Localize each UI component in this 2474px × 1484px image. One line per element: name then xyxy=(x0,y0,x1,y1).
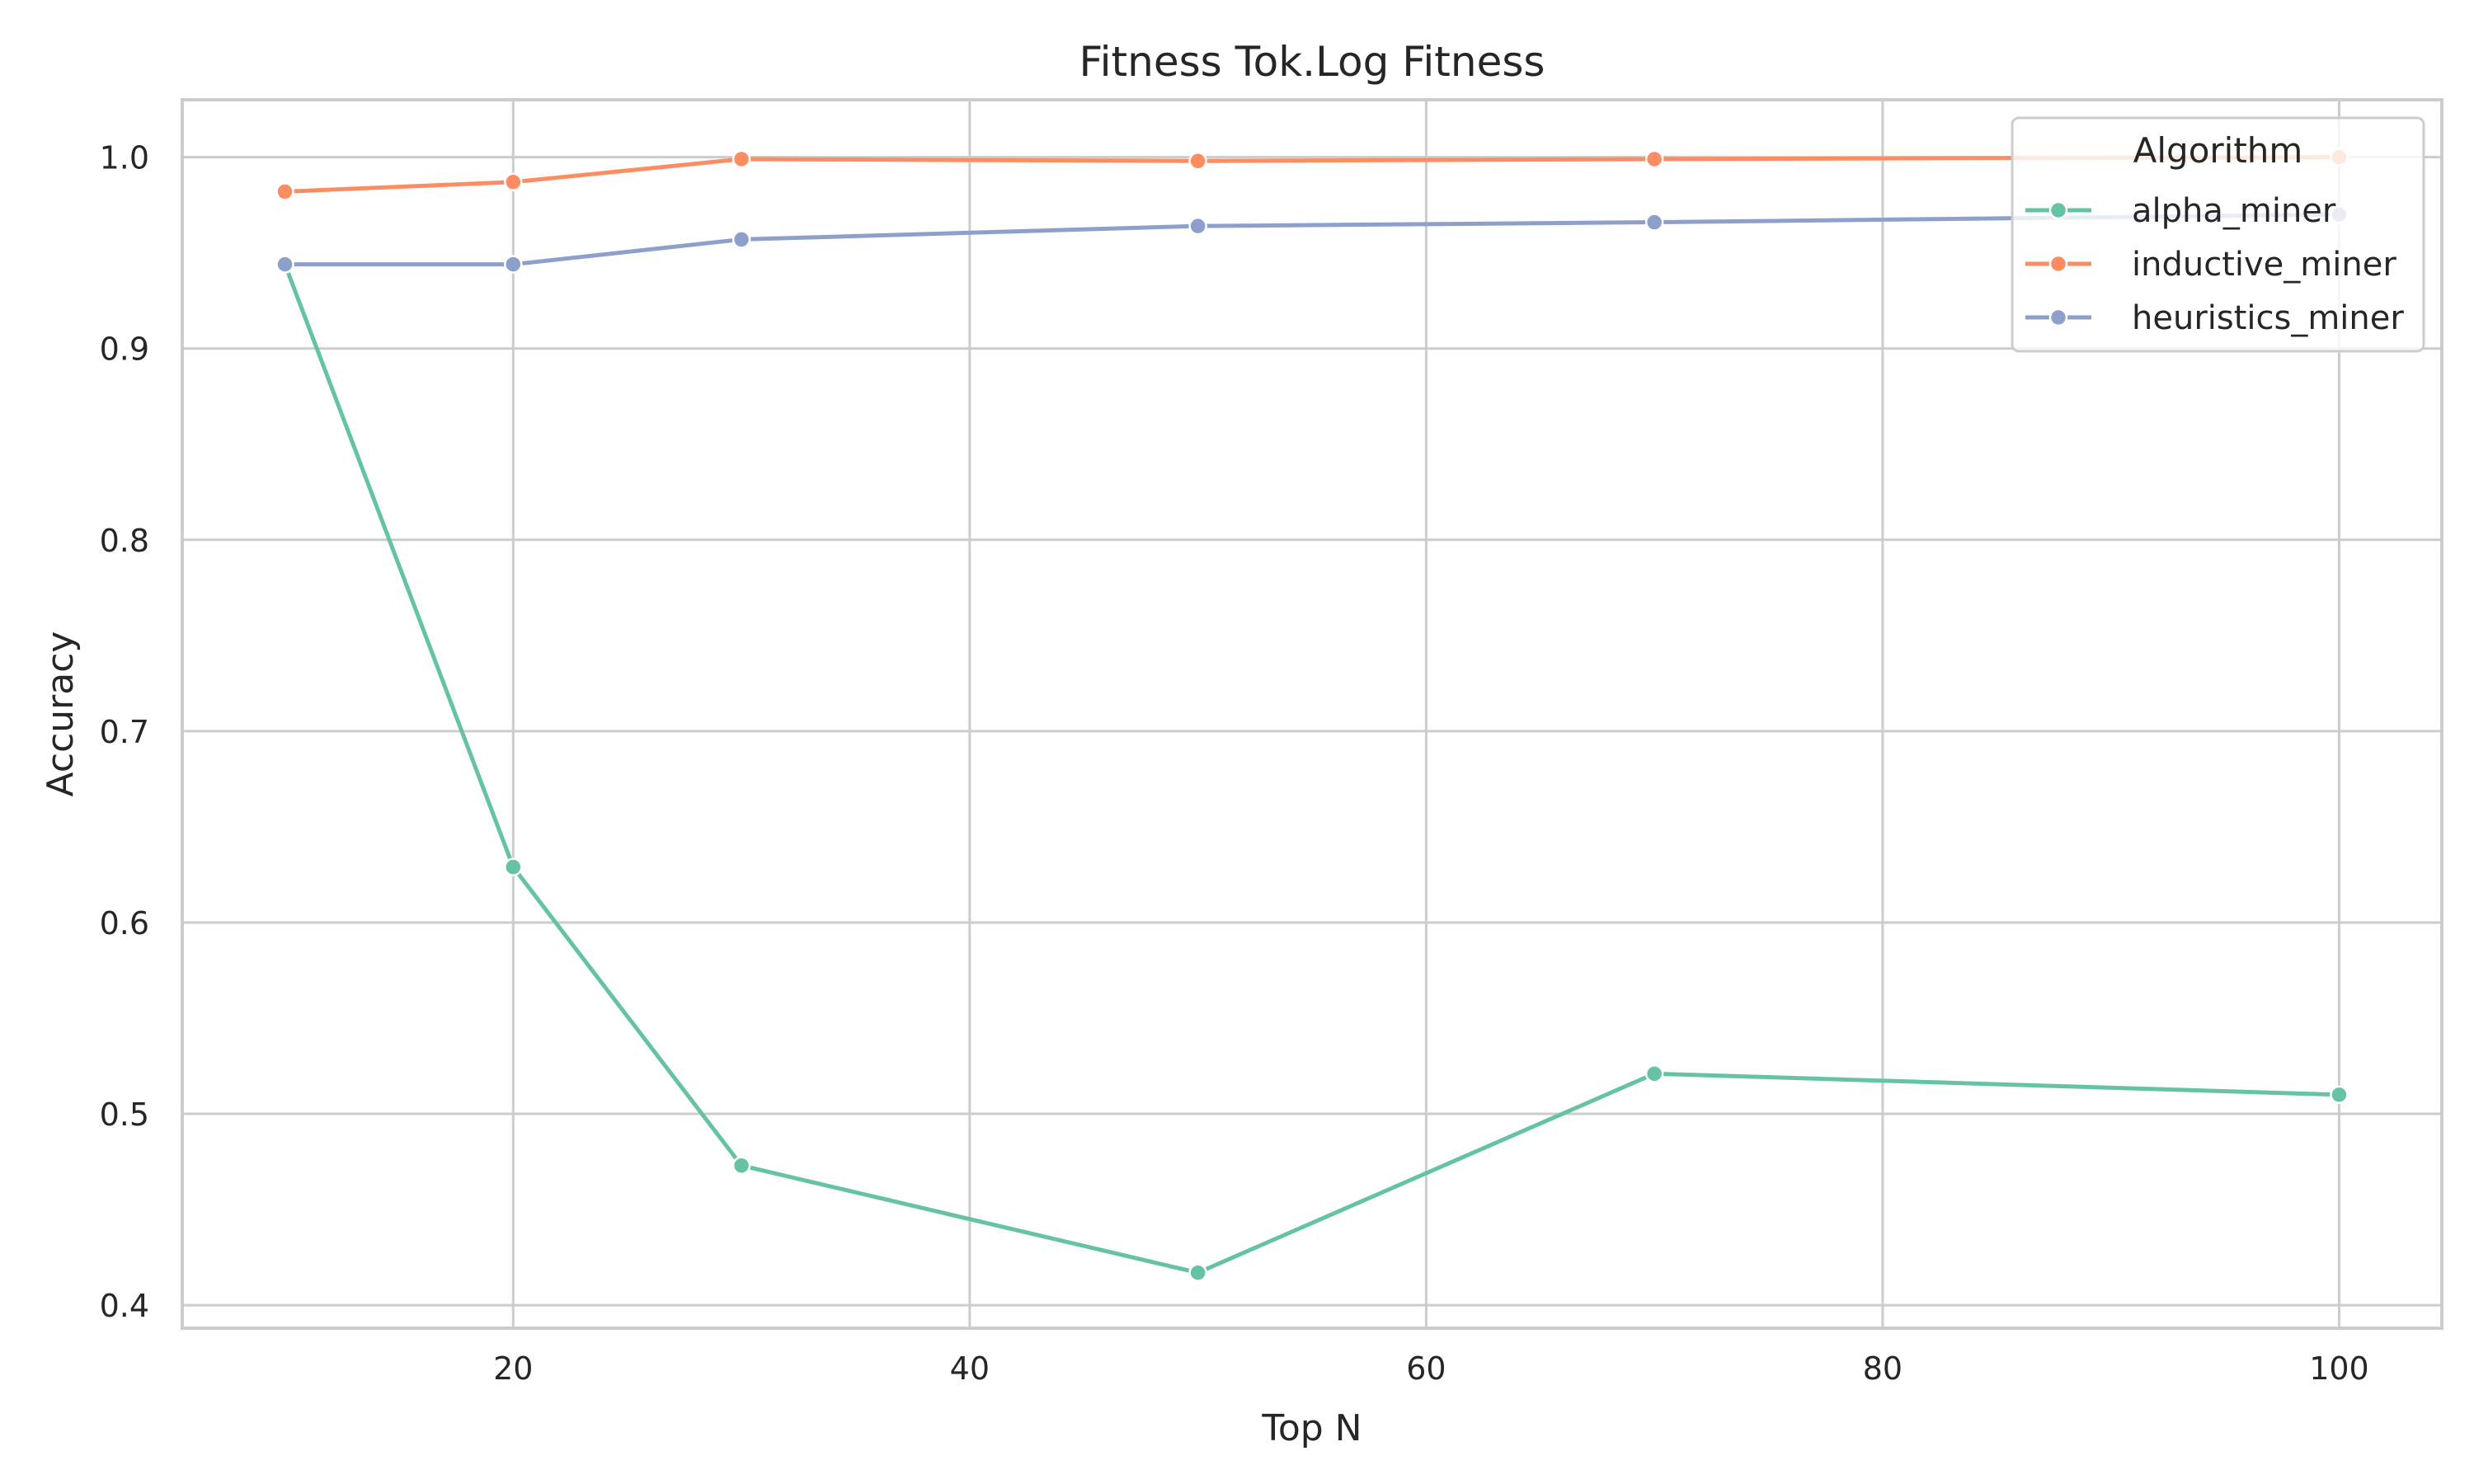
data-point xyxy=(731,149,751,169)
y-tick-label: 0.8 xyxy=(100,523,149,559)
series-line xyxy=(283,263,2340,1275)
plot-frame xyxy=(181,98,2443,1330)
legend-label: inductive_miner xyxy=(2132,246,2396,284)
y-tick-label: 0.9 xyxy=(100,331,149,368)
y-tick-label: 0.4 xyxy=(100,1288,149,1324)
y-tick-label: 0.6 xyxy=(100,905,149,942)
data-point xyxy=(275,255,294,274)
y-tick-label: 1.0 xyxy=(100,140,149,176)
series-heuristics_miner xyxy=(275,205,2349,274)
y-axis-ticks: 0.4 0.5 0.6 0.7 0.8 0.9 1.0 xyxy=(100,140,149,1325)
y-axis-label: Accuracy xyxy=(40,632,82,797)
data-point xyxy=(1644,213,1664,232)
legend-label: alpha_miner xyxy=(2132,192,2336,230)
legend-item-alpha_miner: alpha_miner xyxy=(2025,192,2336,230)
data-point xyxy=(504,255,523,274)
legend-marker xyxy=(2048,254,2068,274)
series-line xyxy=(285,212,2340,267)
legend-box xyxy=(2011,116,2425,353)
legend-label: heuristics_miner xyxy=(2132,299,2404,337)
legend-marker xyxy=(2048,200,2068,220)
data-point xyxy=(504,857,523,876)
data-point xyxy=(1188,1263,1207,1282)
legend: Algorithm alpha_miner inductive_minerheur… xyxy=(2011,116,2425,353)
x-tick-label: 80 xyxy=(1863,1350,1903,1387)
data-point xyxy=(275,182,294,201)
x-axis-ticks: 20 40 60 80 100 xyxy=(493,1350,2369,1387)
chart-title: Fitness Tok.Log Fitness xyxy=(1079,38,1545,86)
x-tick-label: 40 xyxy=(950,1350,990,1387)
x-tick-label: 20 xyxy=(493,1350,533,1387)
legend-title: Algorithm xyxy=(2133,130,2303,171)
series-lines xyxy=(275,148,2349,1282)
x-tick-label: 100 xyxy=(2309,1350,2369,1387)
x-tick-label: 60 xyxy=(1406,1350,1446,1387)
data-point xyxy=(504,172,523,192)
legend-marker xyxy=(2048,308,2068,327)
legend-items: alpha_miner inductive_miner heuristics_min… xyxy=(2025,192,2404,337)
data-point xyxy=(1188,152,1207,171)
data-point xyxy=(1188,216,1207,236)
legend-item-inductive_miner: inductive_miner xyxy=(2025,246,2396,284)
data-point xyxy=(731,1156,751,1175)
y-tick-label: 0.7 xyxy=(100,714,149,750)
data-point xyxy=(1644,1064,1664,1083)
data-point xyxy=(731,230,751,249)
series-line xyxy=(285,155,2340,194)
x-axis-label: Top N xyxy=(1261,1407,1362,1449)
legend-item-heuristics_miner: heuristics_miner xyxy=(2025,299,2404,337)
data-point xyxy=(2330,1085,2349,1105)
y-tick-label: 0.5 xyxy=(100,1097,149,1133)
series-alpha_miner xyxy=(275,255,2349,1282)
data-point xyxy=(1644,149,1664,169)
